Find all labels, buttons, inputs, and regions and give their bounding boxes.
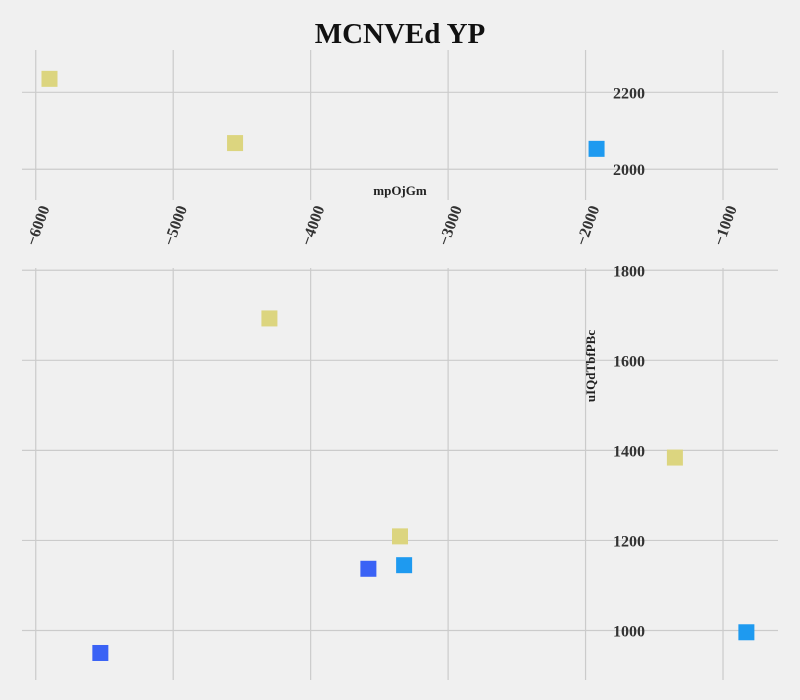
x-tick-label: −1000 [711, 204, 741, 248]
y-tick-label: 1400 [613, 443, 645, 460]
x-tick-label: −2000 [573, 204, 603, 248]
y-tick-label: 1600 [613, 353, 645, 370]
data-point [396, 557, 413, 574]
data-point [666, 449, 683, 466]
data-point [41, 70, 58, 87]
data-point [738, 624, 755, 641]
plot-layer [22, 50, 778, 680]
x-axis-label: mpOjGm [373, 183, 427, 198]
data-point [360, 560, 377, 577]
chart-title: MCNVEd YP [315, 18, 486, 50]
x-tick-label: −4000 [298, 204, 328, 248]
x-tick-label: −6000 [23, 204, 53, 248]
data-point [261, 310, 278, 327]
data-point [227, 135, 244, 152]
y-tick-label: 1800 [613, 263, 645, 280]
data-point [392, 528, 408, 545]
y-tick-label: 2000 [613, 162, 645, 179]
y-tick-label: 1200 [613, 533, 645, 550]
x-tick-label: −3000 [436, 204, 466, 248]
y-tick-label: 2200 [613, 85, 645, 102]
data-point [92, 644, 109, 661]
data-point [588, 140, 605, 157]
x-tick-label: −5000 [161, 204, 191, 248]
y-tick-label: 1000 [613, 623, 645, 640]
y-axis-label: uIQdTbfPBc [583, 330, 598, 402]
